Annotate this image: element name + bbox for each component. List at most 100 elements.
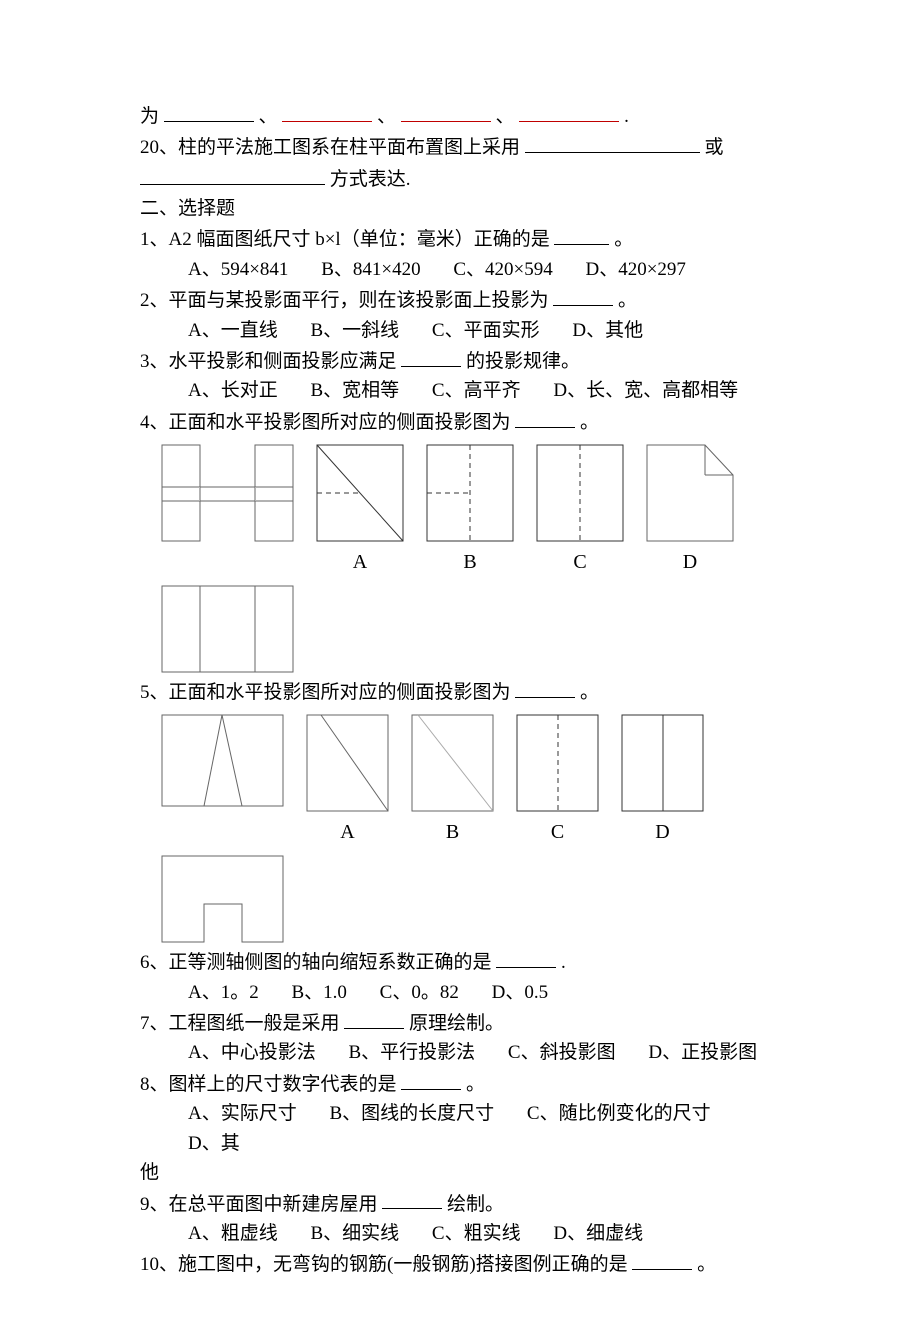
q1-opt-b: B、841×420 bbox=[321, 259, 420, 280]
q5-stem-b: 。 bbox=[580, 682, 599, 703]
q7-opt-b: B、平行投影法 bbox=[348, 1042, 475, 1063]
q20-line2: 方式表达. bbox=[140, 163, 790, 194]
q1-opt-a: A、594×841 bbox=[188, 259, 288, 280]
q9-stem-a: 9、在总平面图中新建房屋用 bbox=[140, 1193, 378, 1214]
q3-opt-b: B、宽相等 bbox=[310, 380, 399, 401]
q7-opt-a: A、中心投影法 bbox=[188, 1042, 316, 1063]
q5-plan-svg bbox=[160, 854, 285, 944]
q7-stem-a: 7、工程图纸一般是采用 bbox=[140, 1013, 340, 1034]
q8-opt-a: A、实际尺寸 bbox=[188, 1103, 297, 1124]
q7-options: A、中心投影法 B、平行投影法 C、斜投影图 D、正投影图 bbox=[140, 1038, 790, 1067]
q3-opt-d: D、长、宽、高都相等 bbox=[553, 380, 738, 401]
q3-stem: 3、水平投影和侧面投影应满足 的投影规律。 bbox=[140, 345, 790, 376]
q5-plan-view bbox=[160, 854, 285, 944]
q4-stem-a: 4、正面和水平投影图所对应的侧面投影图为 bbox=[140, 412, 511, 433]
q2-stem: 2、平面与某投影面平行，则在该投影面上投影为 。 bbox=[140, 284, 790, 315]
q5-figure-row-2 bbox=[160, 854, 790, 944]
q19-sep-1: 、 bbox=[259, 106, 278, 127]
q9-blank bbox=[382, 1188, 442, 1210]
q10-stem: 10、施工图中，无弯钩的钢筋(一般钢筋)搭接图例正确的是 。 bbox=[140, 1248, 790, 1279]
q2-options: A、一直线 B、一斜线 C、平面实形 D、其他 bbox=[140, 316, 790, 345]
q5-blank bbox=[515, 676, 575, 698]
q6-stem-b: . bbox=[561, 952, 566, 973]
q9-opt-d: D、细虚线 bbox=[553, 1223, 643, 1244]
q7-blank bbox=[344, 1007, 404, 1029]
q10-stem-a: 10、施工图中，无弯钩的钢筋(一般钢筋)搭接图例正确的是 bbox=[140, 1254, 628, 1275]
q4-label-d: D bbox=[683, 547, 697, 578]
q5-option-c-fig: C bbox=[515, 713, 600, 848]
q4-figure-row-1: A B C bbox=[160, 443, 790, 578]
q6-opt-b: B、1.0 bbox=[291, 982, 346, 1003]
q4-b-svg bbox=[425, 443, 515, 543]
q6-opt-a: A、1。2 bbox=[188, 982, 259, 1003]
q1-stem: 1、A2 幅面图纸尺寸 b×l（单位：毫米）正确的是 。 bbox=[140, 223, 790, 254]
q3-opt-c: C、高平齐 bbox=[432, 380, 521, 401]
q1-options: A、594×841 B、841×420 C、420×594 D、420×297 bbox=[140, 255, 790, 284]
q7-stem: 7、工程图纸一般是采用 原理绘制。 bbox=[140, 1007, 790, 1038]
q4-blank bbox=[515, 406, 575, 428]
q8-stem-b: 。 bbox=[466, 1074, 485, 1095]
q3-options: A、长对正 B、宽相等 C、高平齐 D、长、宽、高都相等 bbox=[140, 376, 790, 405]
q20-text-2: 或 bbox=[705, 137, 724, 158]
q9-opt-b: B、细实线 bbox=[310, 1223, 399, 1244]
q8-stem-a: 8、图样上的尺寸数字代表的是 bbox=[140, 1074, 397, 1095]
q8-tail: 他 bbox=[140, 1158, 790, 1187]
q19-sep-3: 、 bbox=[496, 106, 515, 127]
section-2-heading: 二、选择题 bbox=[140, 194, 790, 223]
q9-opt-a: A、粗虚线 bbox=[188, 1223, 278, 1244]
q19-end: . bbox=[624, 106, 629, 127]
q4-a-svg bbox=[315, 443, 405, 543]
q4-option-c-fig: C bbox=[535, 443, 625, 578]
q4-c-svg bbox=[535, 443, 625, 543]
q4-stem-b: 。 bbox=[580, 412, 599, 433]
q6-options: A、1。2 B、1.0 C、0。82 D、0.5 bbox=[140, 978, 790, 1007]
q6-opt-d: D、0.5 bbox=[492, 982, 548, 1003]
q9-opt-c: C、粗实线 bbox=[432, 1223, 521, 1244]
q1-blank bbox=[554, 223, 609, 245]
q4-plan-view bbox=[160, 584, 295, 674]
q19-blank-4 bbox=[519, 100, 619, 122]
q5-option-d-fig: D bbox=[620, 713, 705, 848]
q10-blank bbox=[632, 1248, 692, 1270]
q6-opt-c: C、0。82 bbox=[380, 982, 459, 1003]
q1-stem-a: 1、A2 幅面图纸尺寸 b×l（单位：毫米）正确的是 bbox=[140, 229, 550, 250]
q9-stem-b: 绘制。 bbox=[447, 1193, 504, 1214]
q2-opt-c: C、平面实形 bbox=[432, 320, 540, 341]
q4-d-svg bbox=[645, 443, 735, 543]
q7-stem-b: 原理绘制。 bbox=[409, 1013, 504, 1034]
q5-front-view bbox=[160, 713, 285, 808]
q5-stem: 5、正面和水平投影图所对应的侧面投影图为 。 bbox=[140, 676, 790, 707]
q9-options: A、粗虚线 B、细实线 C、粗实线 D、细虚线 bbox=[140, 1219, 790, 1248]
q8-opt-b: B、图线的长度尺寸 bbox=[329, 1103, 494, 1124]
q3-blank bbox=[401, 345, 461, 367]
q1-opt-d: D、420×297 bbox=[585, 259, 685, 280]
q10-stem-b: 。 bbox=[697, 1254, 716, 1275]
q19-blank-1 bbox=[164, 100, 254, 122]
q5-front-svg bbox=[160, 713, 285, 808]
q8-opt-d: D、其 bbox=[188, 1133, 240, 1154]
q4-plan-svg bbox=[160, 584, 295, 674]
q4-label-c: C bbox=[573, 547, 586, 578]
q6-stem: 6、正等测轴侧图的轴向缩短系数正确的是 . bbox=[140, 946, 790, 977]
q4-front-svg bbox=[160, 443, 295, 543]
q19-pre: 为 bbox=[140, 106, 159, 127]
q4-stem: 4、正面和水平投影图所对应的侧面投影图为 。 bbox=[140, 406, 790, 437]
q1-opt-c: C、420×594 bbox=[453, 259, 552, 280]
q4-label-a: A bbox=[353, 547, 367, 578]
q5-option-a-fig: A bbox=[305, 713, 390, 848]
q20-blank-1 bbox=[525, 131, 700, 153]
q20-text-3: 方式表达. bbox=[330, 169, 411, 190]
q8-options: A、实际尺寸 B、图线的长度尺寸 C、随比例变化的尺寸 D、其 bbox=[140, 1099, 790, 1158]
q8-opt-c: C、随比例变化的尺寸 bbox=[527, 1103, 711, 1124]
q5-a-svg bbox=[305, 713, 390, 813]
q5-label-a: A bbox=[340, 817, 354, 848]
document-page: 为 、 、 、 . 20、柱的平法施工图系在柱平面布置图上采用 或 方式表达. … bbox=[0, 0, 920, 1340]
q4-figure-row-2 bbox=[160, 584, 790, 674]
q5-label-b: B bbox=[446, 817, 459, 848]
q2-opt-b: B、一斜线 bbox=[310, 320, 399, 341]
q4-label-b: B bbox=[463, 547, 476, 578]
q4-option-d-fig: D bbox=[645, 443, 735, 578]
q3-stem-b: 的投影规律。 bbox=[466, 351, 580, 372]
q2-opt-d: D、其他 bbox=[572, 320, 643, 341]
q5-label-d: D bbox=[655, 817, 669, 848]
